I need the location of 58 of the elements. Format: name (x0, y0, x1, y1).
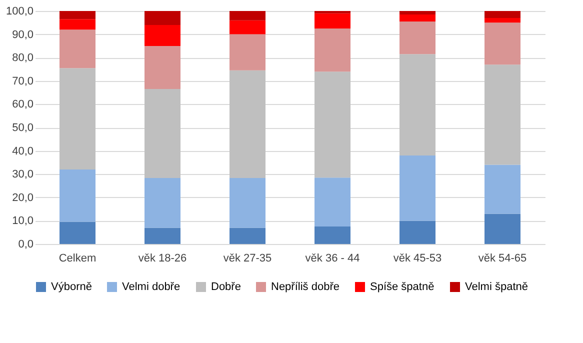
bar (230, 70, 266, 178)
bar (60, 30, 96, 68)
x-tick-label: věk 36 - 44 (305, 252, 360, 264)
y-tick-label: 60,0 (12, 98, 34, 111)
bar (314, 13, 350, 28)
bar (230, 34, 266, 70)
bar (144, 89, 180, 178)
bar (314, 226, 350, 244)
bar (144, 228, 180, 244)
y-tick-label: 20,0 (12, 192, 34, 204)
bar (400, 54, 436, 156)
bar (484, 214, 520, 244)
bar (314, 178, 350, 227)
legend-label: Výborně (51, 281, 92, 293)
x-tick-label: věk 45-53 (393, 252, 442, 264)
bar (230, 11, 266, 20)
y-tick-label: 100,0 (6, 6, 34, 18)
bar (60, 68, 96, 170)
y-tick-label: 40,0 (12, 145, 34, 158)
bar (230, 20, 266, 34)
bar (484, 22, 520, 65)
bar (144, 178, 180, 228)
bar (400, 14, 436, 22)
legend-label: Spíše špatně (370, 281, 434, 293)
bar (400, 21, 436, 54)
bar (484, 64, 520, 165)
bar (484, 18, 520, 23)
y-tick-label: 70,0 (12, 75, 34, 88)
bar (144, 11, 180, 25)
y-tick-label: 0,0 (18, 238, 34, 250)
bar (60, 222, 96, 244)
bar (484, 11, 520, 18)
bar (60, 169, 96, 222)
bar (400, 155, 436, 221)
x-tick-label: Celkem (58, 252, 96, 264)
bar (144, 46, 180, 90)
y-tick-label: 80,0 (12, 52, 34, 64)
bar (230, 228, 266, 244)
bar (144, 24, 180, 46)
legend-label: Dobře (211, 281, 241, 293)
bar (314, 28, 350, 72)
legend-label: Nepříliš dobře (271, 281, 340, 293)
y-tick-label: 10,0 (12, 215, 34, 228)
bar (400, 11, 436, 14)
y-tick-label: 50,0 (12, 122, 34, 134)
legend-label: Velmi dobře (122, 281, 180, 293)
y-tick-label: 30,0 (12, 168, 34, 181)
bar (60, 11, 96, 20)
x-tick-label: věk 27-35 (223, 252, 272, 264)
bar (484, 164, 520, 214)
x-tick-label: věk 54-65 (478, 252, 527, 264)
bar (230, 178, 266, 228)
x-tick-label: věk 18-26 (138, 252, 187, 264)
bar (400, 220, 436, 244)
bar (314, 72, 350, 178)
bar (60, 19, 96, 30)
y-tick-label: 90,0 (12, 28, 34, 41)
legend-label: Velmi špatně (465, 281, 528, 293)
